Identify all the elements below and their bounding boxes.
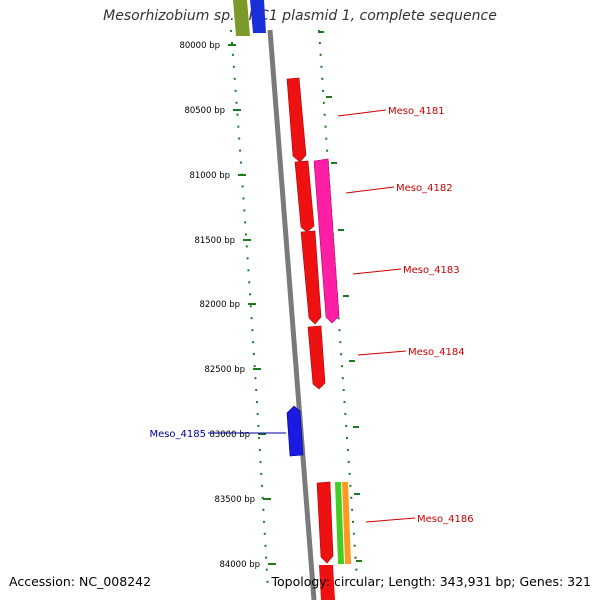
scale-tick-label: 81500 bp (194, 236, 235, 246)
gene-meso-4181[interactable] (286, 77, 307, 163)
gene-label[interactable]: Meso_4182 (396, 183, 453, 194)
inner-dotted-track (230, 29, 269, 593)
scale-tick-label: 84000 bp (219, 560, 260, 570)
gene-meso-4182[interactable] (313, 158, 340, 324)
partial-gene-red-bottom (319, 565, 335, 600)
gene-label[interactable]: Meso_4185 (149, 429, 206, 440)
scale-tick-label: 82000 bp (199, 300, 240, 310)
scale-tick-label: 83000 bp (209, 430, 250, 440)
scale-tick-label: 83500 bp (214, 495, 255, 505)
topology-summary: Topology: circular; Length: 343,931 bp; … (271, 574, 592, 589)
gene-label[interactable]: Meso_4186 (417, 514, 474, 525)
gene-meso-4184[interactable] (307, 325, 326, 390)
gene-label[interactable]: Meso_4184 (408, 347, 465, 358)
map-title: Mesorhizobium sp. BNC1 plasmid 1, comple… (103, 8, 497, 24)
gene-label[interactable]: Meso_4181 (388, 106, 445, 117)
gene-meso-4183[interactable] (300, 230, 322, 325)
gene-labels: Meso_4181 Meso_4182 Meso_4183 Meso_4184 Meso… (149, 106, 473, 525)
backbone-arc (267, 29, 317, 600)
gene-meso-4186-orange[interactable] (342, 482, 351, 564)
scale-tick-label: 82500 bp (204, 365, 245, 375)
gene-label[interactable]: Meso_4183 (403, 265, 460, 276)
partial-gene-olive (233, 0, 250, 36)
gene-label-leader (365, 517, 416, 523)
gene-meso-4186[interactable] (316, 481, 334, 564)
gene-label-leader (357, 350, 407, 356)
gene-meso-4181-b[interactable] (294, 160, 315, 233)
partial-features-top (233, 0, 266, 36)
accession-text: Accession: NC_008242 (9, 574, 152, 589)
scale-tick-label: 80500 bp (184, 106, 225, 116)
partial-gene-blue-top (250, 0, 266, 33)
gene-features (286, 77, 351, 600)
gene-meso-4185[interactable] (286, 405, 304, 457)
gene-label-leader (337, 109, 387, 117)
gene-label-leader (345, 186, 395, 194)
scale-tick-label: 80000 bp (179, 41, 220, 51)
gene-meso-4186-green[interactable] (335, 482, 344, 564)
gene-label-leader (352, 268, 402, 275)
scale-ticks: 80000 bp 80500 bp 81000 bp 81500 bp 82000 bp… (179, 31, 362, 570)
scale-tick-label: 81000 bp (189, 171, 230, 181)
